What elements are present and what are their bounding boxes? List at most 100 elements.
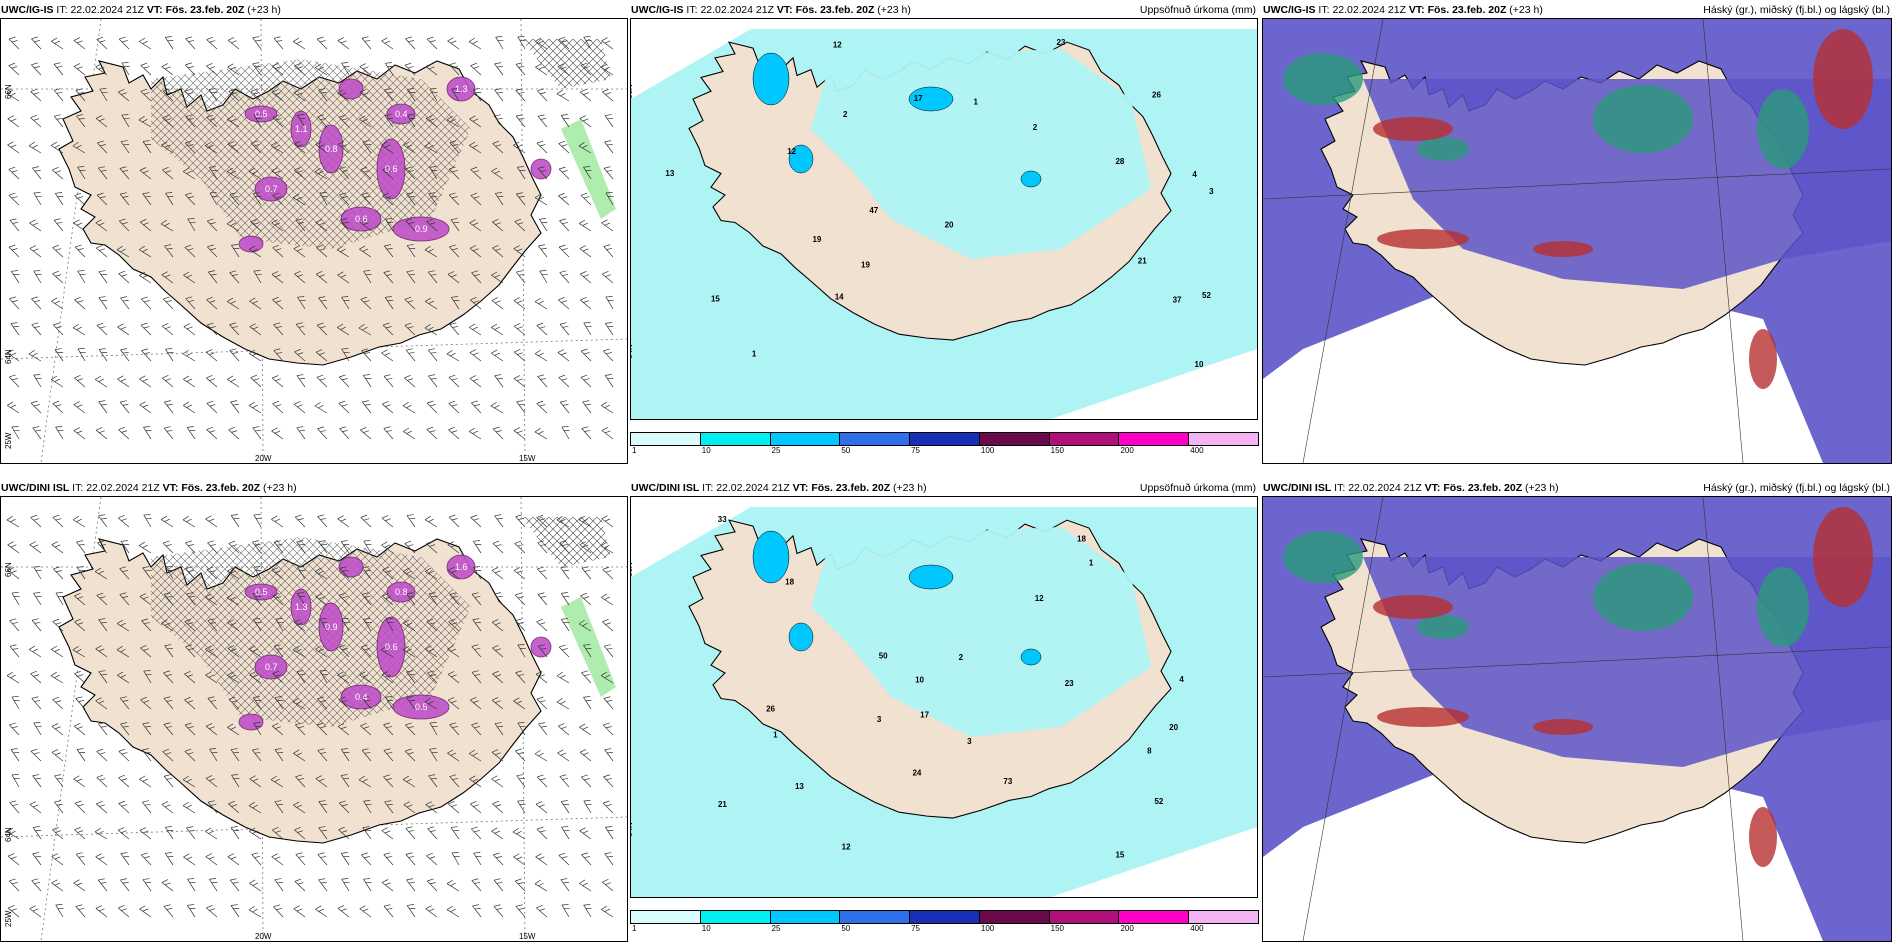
wind-barb — [205, 723, 218, 736]
colorbar-swatch — [1048, 910, 1120, 924]
vt-value: Fös. 23.feb. 20Z — [1427, 4, 1507, 16]
wind-barb — [448, 801, 460, 814]
wind-barb — [601, 37, 614, 50]
precip-blob — [376, 616, 406, 678]
wind-barb — [337, 271, 350, 284]
wind-barb — [341, 348, 350, 362]
wind-barb — [337, 515, 350, 528]
wind-barb — [603, 696, 614, 710]
wind-barb — [54, 348, 64, 362]
wind-barb — [428, 774, 438, 788]
wind-barb — [362, 140, 372, 154]
wind-barb — [447, 37, 460, 50]
wind-barb — [361, 192, 372, 206]
wind-barb — [74, 592, 86, 606]
wind-barb — [120, 348, 130, 362]
wind-barb — [446, 879, 460, 892]
wind-barb — [515, 748, 526, 762]
wind-barb — [74, 618, 86, 632]
wind-barb — [273, 540, 284, 554]
wind-barb — [580, 89, 592, 102]
wind-barb — [163, 904, 174, 918]
wind-barb — [139, 827, 152, 840]
wind-barb — [359, 671, 372, 684]
wind-barb — [384, 88, 394, 102]
precip-value-label: 52 — [1154, 797, 1163, 806]
wind-barb — [406, 192, 416, 206]
wind-barb — [517, 166, 526, 180]
wind-barb — [338, 400, 350, 414]
precip-value-label: 19 — [861, 260, 870, 269]
wind-barb — [535, 853, 548, 866]
wind-barb — [491, 167, 504, 180]
wind-barb — [250, 88, 262, 102]
wind-barb — [492, 800, 504, 814]
wind-barb — [51, 297, 64, 310]
wind-barb — [227, 645, 240, 658]
wind-barb — [206, 566, 218, 580]
wind-barb — [32, 426, 42, 440]
precip-value-label: 1 — [1089, 558, 1094, 567]
wind-barb — [96, 774, 108, 788]
it-label: IT: — [1334, 482, 1346, 494]
precip-blob — [244, 583, 278, 601]
precip-value-label: 3 — [967, 737, 972, 746]
wind-barb — [403, 619, 416, 632]
wind-barb — [448, 166, 460, 180]
wind-barb — [494, 88, 504, 102]
it-value: 22.02.2024 21Z — [1348, 482, 1422, 494]
wind-barb — [316, 722, 328, 736]
wind-barb — [273, 322, 284, 336]
wind-barb — [55, 426, 64, 440]
wind-barb — [29, 219, 42, 232]
wind-barb — [363, 800, 372, 814]
wind-value-label: 0.4 — [395, 109, 408, 119]
wind-barb — [316, 322, 328, 336]
wind-barb — [294, 62, 306, 76]
wind-barb — [97, 540, 108, 554]
wind-barb — [271, 89, 284, 102]
wind-barb — [52, 514, 64, 528]
lead-time: (+23 h) — [263, 482, 297, 494]
wind-barb — [296, 374, 306, 388]
wind-barb — [579, 827, 592, 840]
wind-barb — [206, 36, 218, 50]
wind-barb — [340, 852, 350, 866]
wind-barb — [98, 166, 108, 180]
wind-barb — [30, 114, 42, 128]
wind-barb — [363, 540, 372, 554]
wind-barb — [162, 540, 174, 554]
wind-barb — [50, 141, 64, 154]
wind-barb — [120, 878, 130, 892]
wind-barb — [10, 748, 20, 762]
wind-barb — [51, 853, 64, 866]
wind-barb — [339, 192, 350, 206]
wind-barb — [250, 374, 262, 388]
precip-value-label: 20 — [1169, 723, 1178, 732]
wind-barb — [384, 114, 394, 128]
wind-barb — [31, 322, 42, 336]
wind-barb — [163, 426, 174, 440]
wind-barb — [405, 218, 416, 232]
wind-barb — [295, 322, 306, 336]
wind-barb — [253, 114, 262, 128]
wind-barb — [428, 192, 438, 206]
precip-blob — [290, 588, 312, 626]
wind-barb — [318, 88, 328, 102]
wind-barb — [118, 218, 130, 232]
wind-barb — [406, 696, 416, 710]
wind-barb — [360, 296, 372, 310]
wind-barb — [208, 270, 218, 284]
hatched-area — [151, 59, 471, 249]
wind-barb — [160, 219, 174, 232]
wind-barb — [227, 567, 240, 580]
wind-barb — [516, 400, 526, 414]
precip-value-label: 3 — [1209, 187, 1214, 196]
colorbar-swatch — [769, 432, 841, 446]
wind-barb — [338, 114, 350, 128]
wind-barb — [471, 826, 482, 840]
wind-barb — [164, 400, 174, 414]
wind-barb — [205, 349, 218, 362]
wind-barb — [294, 878, 306, 892]
wind-barb — [469, 323, 482, 336]
